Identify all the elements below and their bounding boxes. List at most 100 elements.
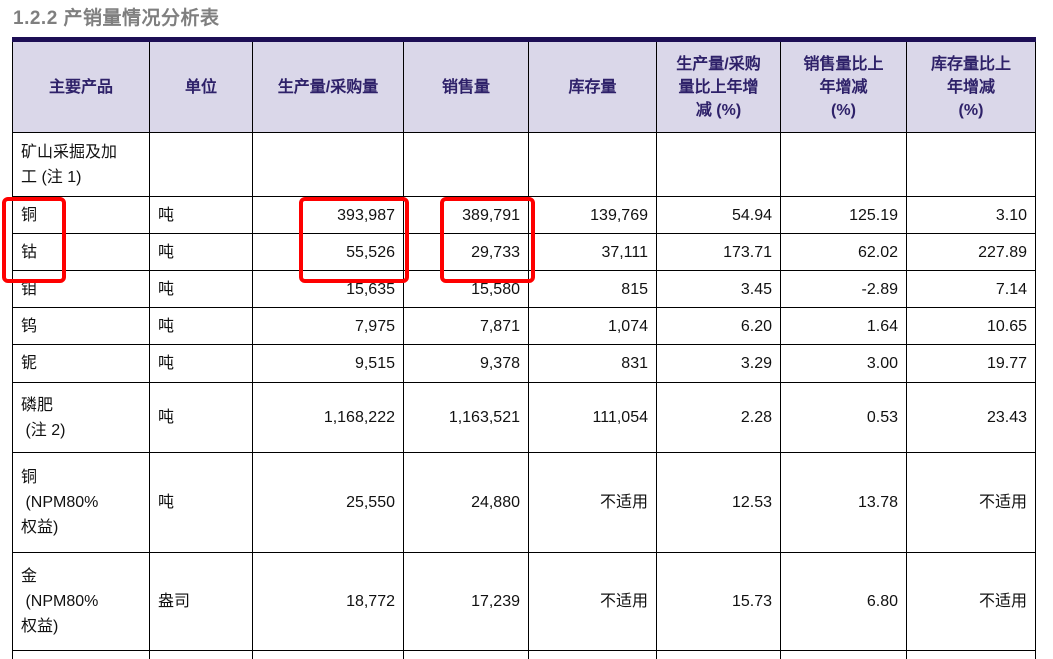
table-cell: 不适用	[906, 452, 1036, 553]
table-row: 铜吨 393,987 389,791 139,769 54.94 125.19 3.10	[12, 196, 1036, 234]
table-cell: 13.78	[780, 452, 907, 553]
table-cell: 铜	[12, 196, 150, 234]
table-cell: 2.28	[656, 382, 781, 453]
table-cell	[528, 132, 657, 197]
table-cell	[149, 132, 253, 197]
table-row: 矿山采掘及加 工 (注 1)	[12, 132, 1036, 197]
table-cell: 111,054	[528, 382, 657, 453]
table-cell: 吨	[149, 196, 253, 234]
table-cell: 7,871	[403, 307, 529, 345]
table-cell	[252, 650, 404, 659]
table-row: 钨吨 7,975 7,871 1,074 6.20 1.64 10.65	[12, 307, 1036, 345]
column-header-4: 库存量	[528, 39, 657, 133]
table-cell: 23.43	[906, 382, 1036, 453]
table-cell: 矿山采掘及加 工 (注 1)	[12, 132, 150, 197]
table-cell	[528, 650, 657, 659]
table-cell: 17,239	[403, 552, 529, 651]
column-header-7: 库存量比上 年增减 (%)	[906, 39, 1036, 133]
table-cell: 金 (NPM80% 权益)	[12, 552, 150, 651]
table-cell: 18,772	[252, 552, 404, 651]
data-table: 主要产品 单位 生产量/采购量 销售量 库存量 生产量/采购 量比上年增 减 (%) 销售量…	[12, 37, 1036, 659]
table-cell: 9,378	[403, 344, 529, 383]
table-cell	[780, 132, 907, 197]
table-cell: 钴	[12, 233, 150, 271]
table-cell	[780, 650, 907, 659]
column-header-6: 销售量比上 年增减 (%)	[780, 39, 907, 133]
table-cell: 12.53	[656, 452, 781, 553]
table-cell: -2.89	[780, 270, 907, 308]
table-cell: 54.94	[656, 196, 781, 234]
table-cell: 389,791	[403, 196, 529, 234]
table-cell: 19.77	[906, 344, 1036, 383]
column-header-0: 主要产品	[12, 39, 150, 133]
table-cell	[403, 650, 529, 659]
table-cell: 吨	[149, 344, 253, 383]
table-cell: 7.14	[906, 270, 1036, 308]
table-cell: 磷肥 (注 2)	[12, 382, 150, 453]
table-cell	[656, 650, 781, 659]
column-header-3: 销售量	[403, 39, 529, 133]
table-cell: 37,111	[528, 233, 657, 271]
table-row: 钴吨 55,526 29,733 37,111 173.71 62.02 227.89	[12, 233, 1036, 271]
production-sales-analysis-table: 主要产品 单位 生产量/采购量 销售量 库存量 生产量/采购 量比上年增 减 (%) 销售量…	[2, 37, 1036, 659]
table-cell: 62.02	[780, 233, 907, 271]
table-header-row: 主要产品 单位 生产量/采购量 销售量 库存量 生产量/采购 量比上年增 减 (%) 销售量…	[12, 39, 1036, 133]
table-cell	[906, 650, 1036, 659]
table-cell: 钨	[12, 307, 150, 345]
table-cell: 不适用	[906, 552, 1036, 651]
table-row: 金 (NPM80% 权益) 盎司 18,772 17,239 不适用 15.73 6.80 不…	[12, 552, 1036, 651]
table-row: 铜 (NPM80% 权益) 吨 25,550 24,880 不适用 12.53 13.78 不…	[12, 452, 1036, 553]
table-cell: 0.53	[780, 382, 907, 453]
table-cell: 吨	[149, 452, 253, 553]
table-cell: 7,975	[252, 307, 404, 345]
section-title: 1.2.2 产销量情况分析表	[13, 8, 220, 29]
table-cell: 吨	[149, 233, 253, 271]
table-cell: 盎司	[149, 552, 253, 651]
table-cell	[403, 132, 529, 197]
table-cell: 227.89	[906, 233, 1036, 271]
table-row: 磷肥 (注 2) 吨 1,168,222 1,163,521 111,054 2.28 0.…	[12, 382, 1036, 453]
column-header-5: 生产量/采购 量比上年增 减 (%)	[656, 39, 781, 133]
table-cell	[12, 650, 150, 659]
table-cell: 钼	[12, 270, 150, 308]
table-row	[12, 650, 1036, 659]
table-cell: 吨	[149, 382, 253, 453]
table-cell: 6.20	[656, 307, 781, 345]
table-cell: 15,580	[403, 270, 529, 308]
table-cell: 1,074	[528, 307, 657, 345]
table-cell: 1,163,521	[403, 382, 529, 453]
table-cell	[252, 132, 404, 197]
column-header-2: 生产量/采购量	[252, 39, 404, 133]
table-cell: 173.71	[656, 233, 781, 271]
table-cell: 125.19	[780, 196, 907, 234]
table-cell: 3.10	[906, 196, 1036, 234]
table-cell	[656, 132, 781, 197]
table-cell: 铜 (NPM80% 权益)	[12, 452, 150, 553]
table-cell: 9,515	[252, 344, 404, 383]
table-cell: 3.45	[656, 270, 781, 308]
table-cell: 6.80	[780, 552, 907, 651]
table-cell: 15,635	[252, 270, 404, 308]
table-cell: 1,168,222	[252, 382, 404, 453]
table-cell: 25,550	[252, 452, 404, 553]
table-row: 钼吨 15,635 15,580 815 3.45 -2.89 7.14	[12, 270, 1036, 308]
table-cell: 3.00	[780, 344, 907, 383]
table-cell: 55,526	[252, 233, 404, 271]
table-cell: 393,987	[252, 196, 404, 234]
table-cell: 吨	[149, 307, 253, 345]
table-cell: 815	[528, 270, 657, 308]
table-cell: 24,880	[403, 452, 529, 553]
table-cell: 1.64	[780, 307, 907, 345]
table-cell: 831	[528, 344, 657, 383]
table-cell: 不适用	[528, 552, 657, 651]
column-header-1: 单位	[149, 39, 253, 133]
table-cell: 15.73	[656, 552, 781, 651]
table-cell: 3.29	[656, 344, 781, 383]
table-cell: 铌	[12, 344, 150, 383]
table-cell: 10.65	[906, 307, 1036, 345]
table-cell: 吨	[149, 270, 253, 308]
table-cell	[906, 132, 1036, 197]
table-cell	[149, 650, 253, 659]
table-cell: 139,769	[528, 196, 657, 234]
